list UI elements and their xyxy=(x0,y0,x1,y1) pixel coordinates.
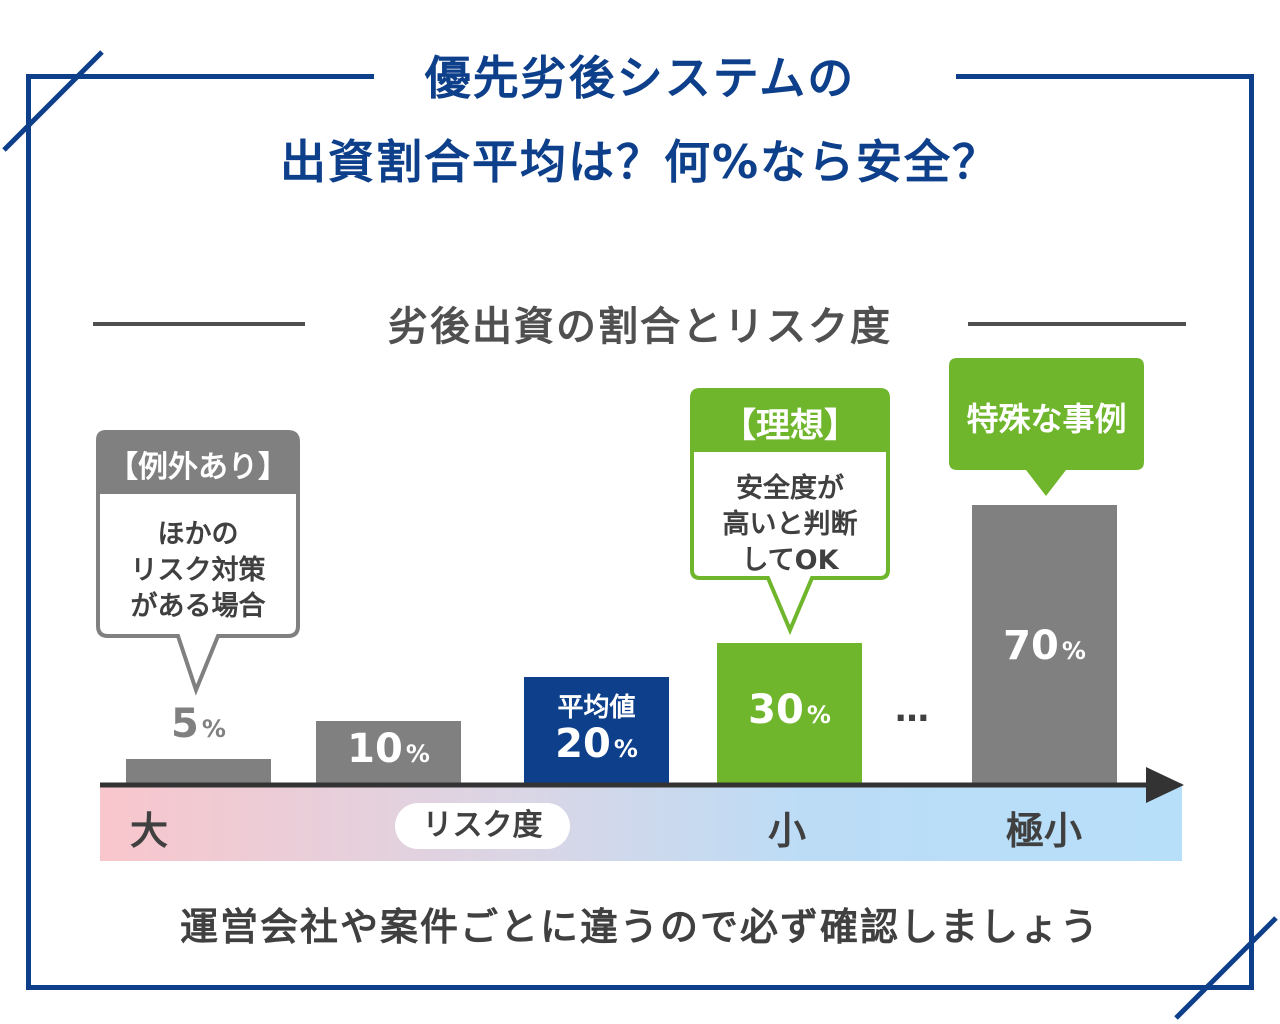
bar-value-label: 5% xyxy=(171,701,226,747)
bar-annotation-average: 平均値 xyxy=(557,693,636,723)
callout-exception-line3: がある場合 xyxy=(130,591,266,622)
frame-right xyxy=(1249,74,1254,990)
callout-ideal-line2: 高いと判断 xyxy=(722,509,858,540)
axis-label-risk: リスク度 xyxy=(395,803,570,849)
callout-special-head: 特殊な事例 xyxy=(966,400,1127,438)
axis-label-low: 小 xyxy=(768,809,807,853)
axis-label-high: 大 xyxy=(130,809,169,853)
callout-ideal-head: 【理想】 xyxy=(722,406,858,446)
frame-top-left xyxy=(26,74,374,79)
callout-ideal-line1: 安全度が xyxy=(736,473,844,504)
callout-exception-line1: ほかの xyxy=(157,519,239,550)
bar-70pct xyxy=(972,505,1117,783)
bar-5pct xyxy=(126,759,271,783)
bar-20pct xyxy=(524,677,669,783)
frame-bottom xyxy=(26,985,1254,990)
risk-gradient-band xyxy=(100,783,1182,861)
frame-left xyxy=(26,74,31,990)
footer-note: 運営会社や案件ごとに違うので必ず確認しましょう xyxy=(179,905,1100,949)
title-line2: 出資割合平均は？何%なら安全？ xyxy=(279,135,1001,189)
bar-30pct xyxy=(717,643,862,783)
subtitle-rule-left xyxy=(93,322,305,326)
callout-exception-line2: リスク対策 xyxy=(130,555,266,586)
bar-value-label: 10% xyxy=(347,726,430,772)
title-line1: 優先劣後システムの xyxy=(424,51,856,105)
ellipsis: … xyxy=(895,690,929,730)
axis-label-very-low: 極小 xyxy=(1006,809,1083,853)
callout-exception-head: 【例外あり】 xyxy=(108,450,288,485)
bar-10pct xyxy=(316,721,461,783)
bar-value-label: 70% xyxy=(1003,623,1086,669)
bar-value-label: 30% xyxy=(748,687,831,733)
chart-title: 劣後出資の割合とリスク度 xyxy=(388,304,892,350)
subtitle-rule-right xyxy=(968,322,1186,326)
bar-value-label: 20% xyxy=(555,721,638,767)
callout-ideal-line3: してOK xyxy=(741,545,839,576)
frame-top-right xyxy=(956,74,1254,79)
